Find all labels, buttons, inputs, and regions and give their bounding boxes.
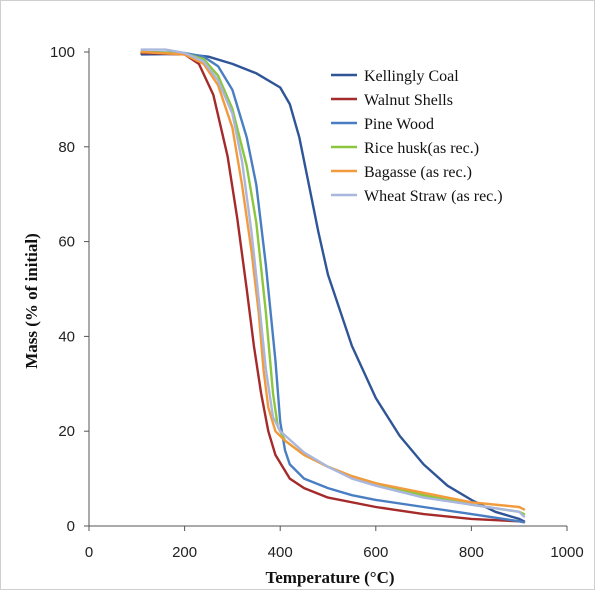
series-line-4 <box>140 50 526 516</box>
y-tick-label: 0 <box>67 518 75 535</box>
x-tick-label: 800 <box>459 544 484 561</box>
x-tick-label: 200 <box>172 544 197 561</box>
y-axis-title: Mass (% of initial) <box>22 233 41 369</box>
legend-label-3: Pine Wood <box>364 116 434 133</box>
x-axis-title: Temperature (°C) <box>265 568 394 587</box>
axes: 0 200 400 600 800 1000 0 20 40 60 80 100 Temperature… <box>22 44 584 587</box>
plot-area <box>140 48 526 524</box>
x-tick-label: 1000 <box>550 544 583 561</box>
legend: Kellingly Coal Walnut Shells Pine Wood Rice… <box>331 68 503 205</box>
series-line-5 <box>140 50 526 511</box>
y-tick-label: 20 <box>58 423 75 440</box>
legend-label-4: Rice husk(as rec.) <box>364 140 479 157</box>
legend-label-1: Kellingly Coal <box>364 68 459 85</box>
x-tick-label: 400 <box>268 544 293 561</box>
y-tick-label: 100 <box>50 44 75 61</box>
x-tick-label: 600 <box>363 544 388 561</box>
y-tick-label: 40 <box>58 328 75 345</box>
legend-label-2: Walnut Shells <box>364 92 453 109</box>
y-tick-label: 80 <box>58 139 75 156</box>
series-line-1 <box>140 52 526 523</box>
legend-label-5: Bagasse (as rec.) <box>364 164 472 181</box>
series-line-2 <box>140 51 526 524</box>
y-tick-label: 60 <box>58 234 75 251</box>
series-line-6 <box>140 48 526 518</box>
x-tick-label: 0 <box>85 544 93 561</box>
legend-label-6: Wheat Straw (as rec.) <box>364 188 503 205</box>
